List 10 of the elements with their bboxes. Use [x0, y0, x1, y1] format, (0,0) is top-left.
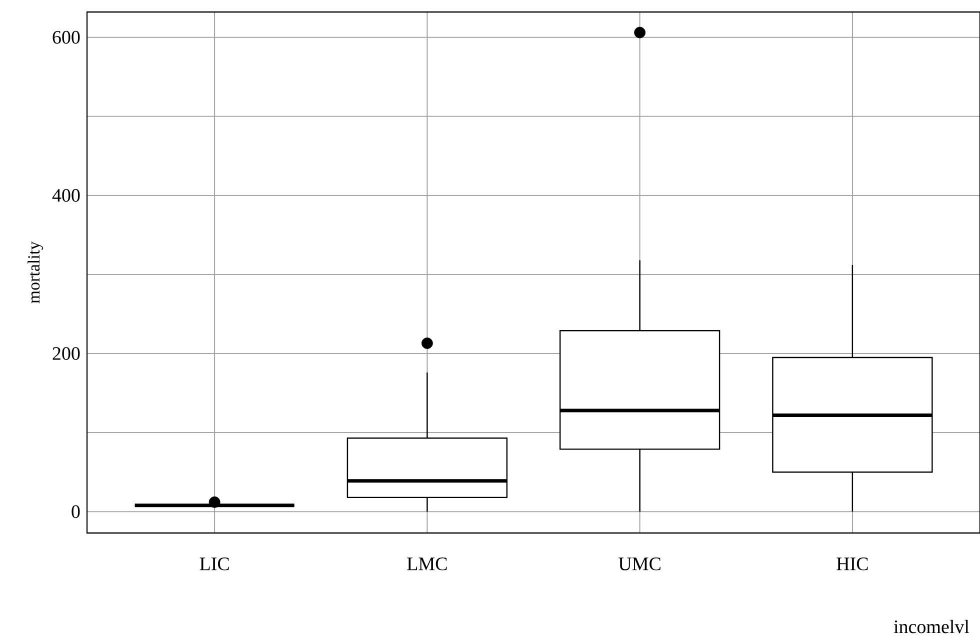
y-tick-label: 0 — [72, 505, 80, 518]
x-tick-label: HIC — [836, 558, 868, 570]
x-tick-label: LMC — [407, 558, 447, 570]
y-tick-label: 200 — [52, 347, 80, 360]
x-axis-title: incomelvl — [894, 620, 970, 634]
y-tick-label: 600 — [52, 30, 80, 44]
x-tick-label: UMC — [618, 558, 660, 570]
y-axis-title: mortality — [28, 241, 44, 304]
x-tick-label: LIC — [200, 558, 229, 570]
y-tick-label: 400 — [52, 189, 80, 202]
